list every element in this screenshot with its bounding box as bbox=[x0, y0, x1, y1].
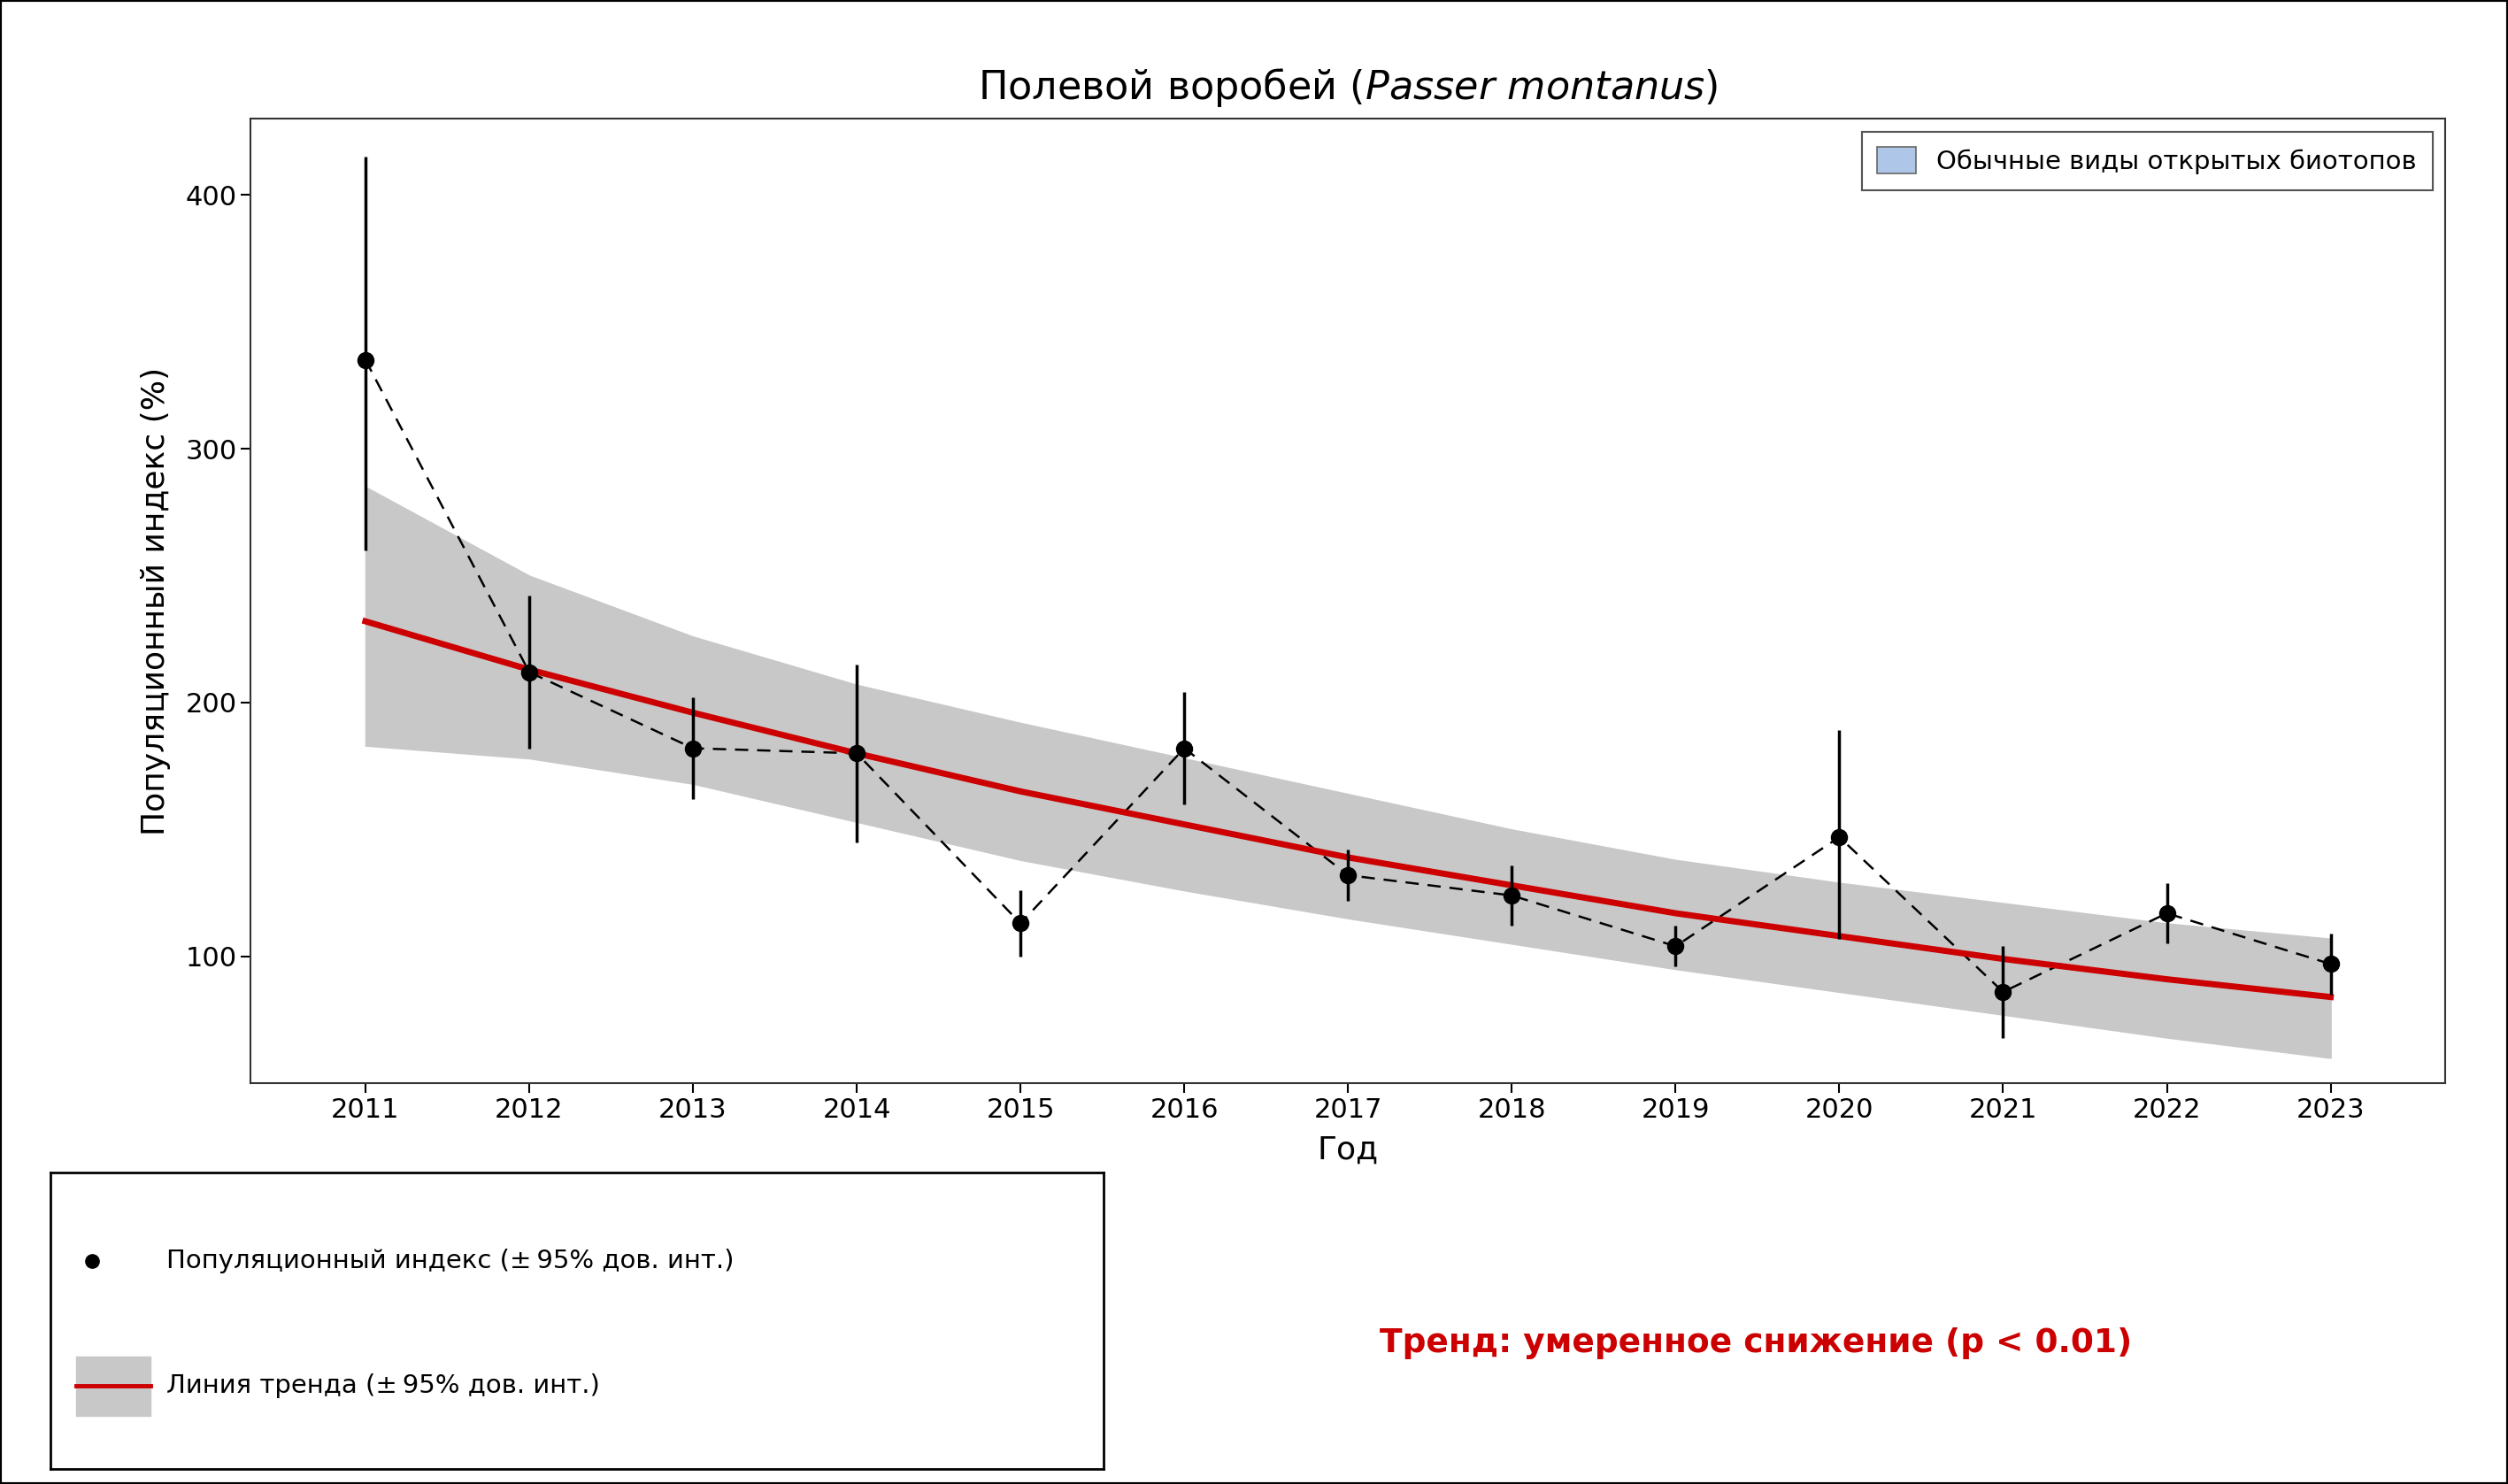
Legend: Обычные виды открытых биотопов: Обычные виды открытых биотопов bbox=[1861, 132, 2433, 190]
X-axis label: Год: Год bbox=[1317, 1135, 1379, 1165]
Text: Тренд: умеренное снижение (p < 0.01): Тренд: умеренное снижение (p < 0.01) bbox=[1379, 1327, 2132, 1359]
Text: Линия тренда (± 95% дов. инт.): Линия тренда (± 95% дов. инт.) bbox=[166, 1374, 599, 1398]
Text: Популяционный индекс (± 95% дов. инт.): Популяционный индекс (± 95% дов. инт.) bbox=[166, 1250, 735, 1273]
Y-axis label: Популяционный индекс (%): Популяционный индекс (%) bbox=[140, 367, 171, 835]
Title: Полевой воробей ($\it{Passer\ montanus}$): Полевой воробей ($\it{Passer\ montanus}$… bbox=[978, 67, 1718, 108]
